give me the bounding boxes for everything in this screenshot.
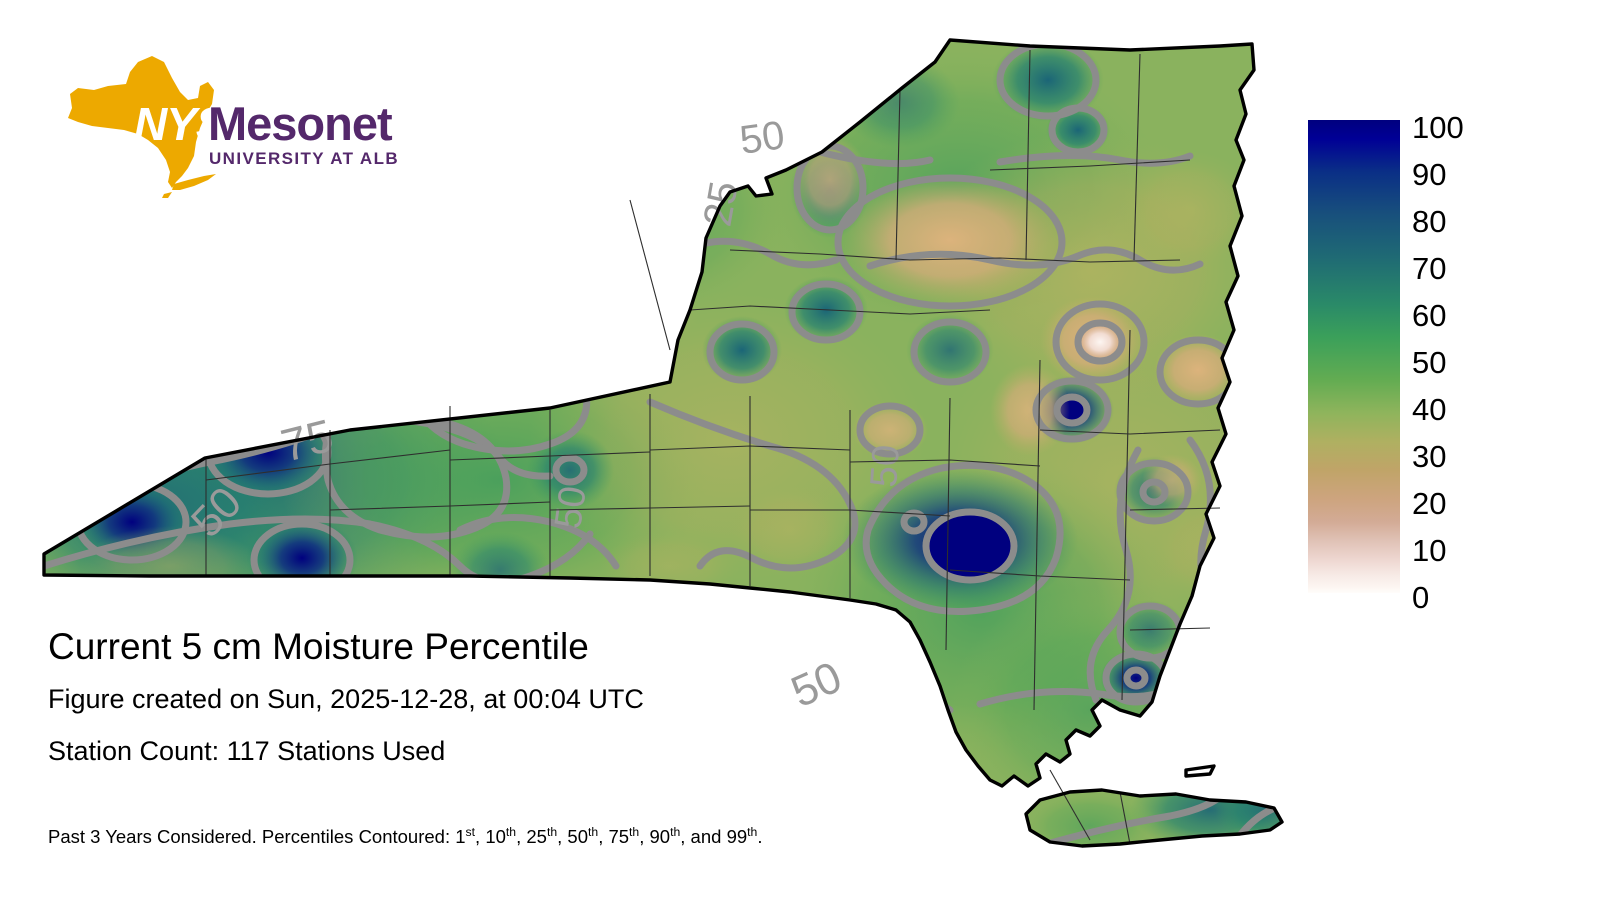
colorbar-tick: 70	[1412, 251, 1447, 286]
footnote-percentile-ordinal: st	[465, 824, 476, 839]
figure-title: Current 5 cm Moisture Percentile	[48, 626, 589, 667]
colorbar-tick: 20	[1412, 486, 1447, 521]
county-boundaries	[205, 49, 1221, 845]
footnote-percentile-ordinal: th	[546, 824, 558, 839]
colorbar-tick: 0	[1412, 580, 1430, 615]
footnote-percentile-ordinal: th	[747, 824, 758, 839]
logo-nys-text: NYS	[134, 98, 227, 150]
logo-mesonet-text: Mesonet	[208, 97, 393, 150]
logo-affiliation-text: UNIVERSITY AT ALBANY	[209, 149, 398, 168]
colorbar-tick: 80	[1412, 204, 1447, 239]
footnote-suffix: .	[757, 826, 763, 847]
colorbar-tick: 60	[1412, 298, 1447, 333]
contour-label: 50	[863, 444, 908, 489]
contour-label: 50	[547, 484, 594, 532]
contour-label: 50	[737, 113, 787, 163]
footnote-percentile-value: 25	[526, 826, 547, 847]
colorbar-tick: 10	[1412, 533, 1447, 568]
station-count: Station Count: 117 Stations Used	[48, 736, 446, 766]
caption-block: Current 5 cm Moisture Percentile Figure …	[48, 624, 1048, 774]
footnote-percentile-ordinal: th	[588, 824, 599, 839]
footnote-percentile-value: 90	[649, 826, 671, 847]
footnote-percentile-value: 75	[608, 826, 630, 847]
colorbar-tick: 50	[1412, 345, 1447, 380]
moisture-percentile-map: 50 25 75 50 50 50 50	[30, 10, 1300, 890]
footnote-percentile-list: 1st, 10th, 25th, 50th, 75th, 90th, and 9…	[455, 824, 758, 847]
footnote-percentile-ordinal: th	[670, 824, 681, 839]
footnote-percentile-value: 99	[726, 826, 748, 847]
colorbar-tick: 40	[1412, 392, 1447, 427]
colorbar: 100 90 80 70 60 50 40 30 20 10 0	[1308, 112, 1578, 613]
footnote-percentile-value: 50	[567, 826, 588, 847]
footnote: Past 3 Years Considered. Percentiles Con…	[48, 826, 762, 848]
colorbar-gradient	[1308, 120, 1400, 593]
contour-label: 75	[276, 409, 338, 472]
state-outline	[42, 38, 1284, 848]
nys-mesonet-logo: NYS Mesonet UNIVERSITY AT ALBANY	[48, 48, 398, 200]
colorbar-tick: 90	[1412, 157, 1447, 192]
footnote-percentile-ordinal: th	[629, 824, 640, 839]
contour-lines	[44, 40, 1282, 846]
footnote-prefix: Past 3 Years Considered. Percentiles Con…	[48, 826, 456, 847]
colorbar-tick-labels: 100 90 80 70 60 50 40 30 20 10 0	[1412, 112, 1562, 613]
colorbar-tick: 100	[1412, 110, 1464, 145]
logo-state-shape	[68, 56, 216, 198]
footnote-percentile-value: 1	[455, 826, 466, 847]
footnote-percentile-ordinal: th	[505, 824, 517, 839]
footnote-percentile-value: 10	[485, 826, 506, 847]
colorbar-tick: 30	[1412, 439, 1447, 474]
creation-timestamp: Figure created on Sun, 2025-12-28, at 00…	[48, 684, 644, 714]
